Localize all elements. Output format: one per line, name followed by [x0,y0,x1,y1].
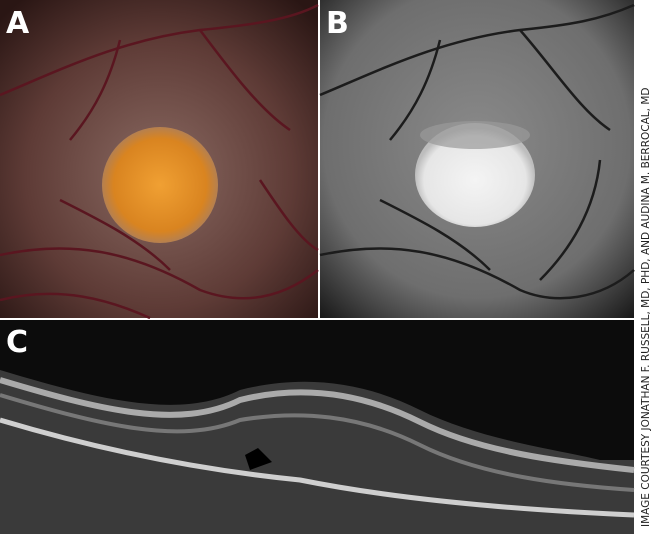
layer [0,393,635,492]
retina-layers [0,370,634,534]
lesion-edge [420,121,530,149]
panel-label: C [6,325,28,360]
vessels [0,3,319,320]
panel-b: B [319,0,635,318]
fluid [245,448,272,470]
lesion [102,127,218,243]
lesion [415,123,535,227]
panel-label: B [326,6,349,41]
panel-label: A [6,6,30,41]
rpe-layer [0,417,635,518]
credit: IMAGE COURTESY JONATHAN F. RUSSELL, MD, … [640,88,652,527]
panel-c: C [0,320,635,534]
vessels [319,3,635,300]
panel-a: A [0,0,319,320]
layer [0,377,635,473]
